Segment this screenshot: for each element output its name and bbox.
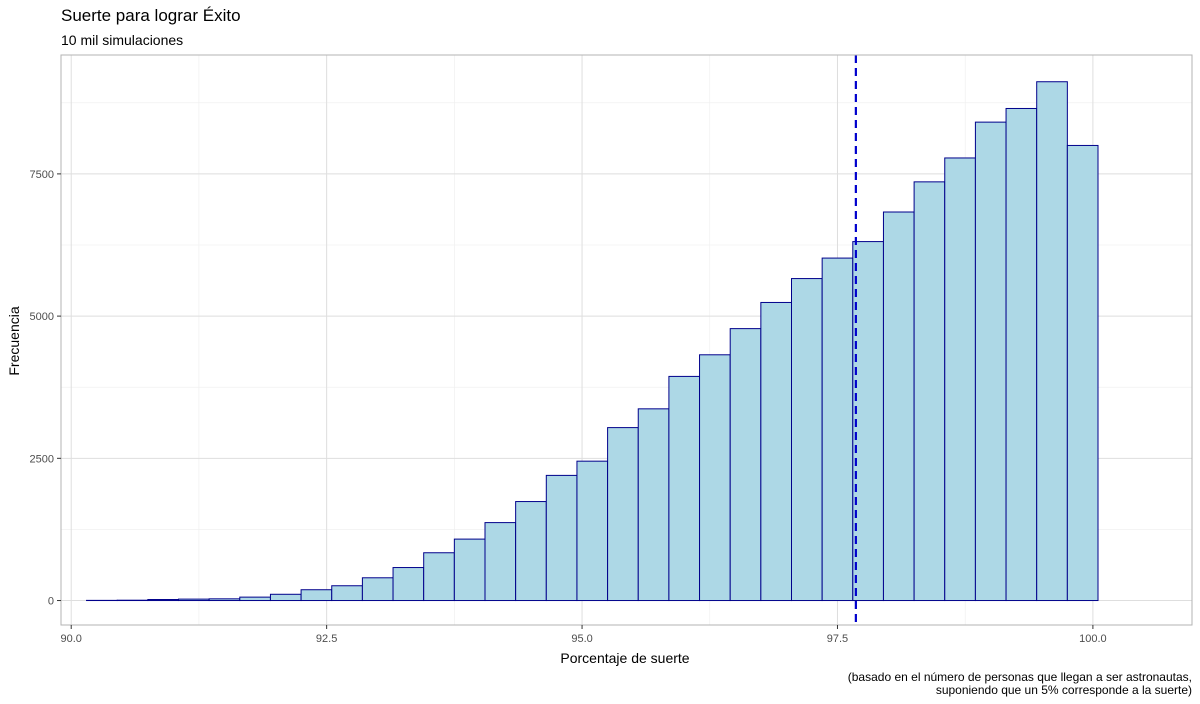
histogram-bar <box>791 278 823 602</box>
chart-caption: (basado en el número de personas que lle… <box>848 671 1192 697</box>
histogram-bar <box>729 328 762 602</box>
histogram-bar <box>852 241 884 602</box>
y-tick-label: 0 <box>48 596 54 608</box>
histogram-bar <box>1066 144 1099 602</box>
histogram-bar <box>699 354 731 602</box>
x-axis-ticks: 90.0 92.5 95.0 97.5 100.0 <box>61 625 1107 645</box>
histogram-bar <box>300 589 333 602</box>
histogram-bar <box>392 567 425 602</box>
histogram-bar <box>331 585 363 602</box>
histogram-bar <box>1005 107 1038 602</box>
caption-line-1: (basado en el número de personas que lle… <box>847 670 1192 684</box>
x-axis-title: Porcentaje de suerte <box>560 650 689 666</box>
histogram-bar <box>576 460 609 602</box>
histogram-bar <box>607 427 639 602</box>
histogram-bar <box>821 257 854 602</box>
x-tick-label: 97.5 <box>827 633 848 645</box>
y-axis-ticks: 0 2500 5000 7500 <box>30 169 61 608</box>
histogram-bar <box>423 552 455 602</box>
histogram-bar <box>882 211 915 602</box>
histogram-bar <box>239 596 271 602</box>
caption-line-2: suponiendo que un 5% corresponde a la su… <box>935 683 1192 697</box>
histogram-bar <box>361 577 394 602</box>
histogram-bar <box>545 474 578 602</box>
x-tick-label: 100.0 <box>1079 633 1107 645</box>
histogram-bar <box>760 301 793 602</box>
panel-border <box>60 54 1193 626</box>
histogram-bar <box>147 599 179 602</box>
y-tick-label: 7500 <box>30 169 54 181</box>
histogram-bars <box>86 81 1099 602</box>
histogram-bar <box>484 522 517 602</box>
histogram-bar <box>453 538 486 602</box>
histogram-bar <box>944 157 976 602</box>
y-tick-label: 5000 <box>30 311 54 323</box>
histogram-bar <box>1036 81 1068 602</box>
histogram-bar <box>515 501 547 602</box>
chart-subtitle: 10 mil simulaciones <box>61 32 184 48</box>
histogram-bar <box>177 598 210 602</box>
histogram-bar <box>637 408 670 602</box>
y-tick-label: 2500 <box>30 453 54 465</box>
y-axis-title: Frecuencia <box>6 306 22 375</box>
histogram-bar <box>208 598 241 602</box>
x-tick-label: 90.0 <box>61 633 82 645</box>
x-tick-label: 92.5 <box>316 633 337 645</box>
chart-title: Suerte para lograr Éxito <box>61 6 241 25</box>
x-tick-label: 95.0 <box>571 633 592 645</box>
histogram-bar <box>269 593 302 602</box>
histogram-bar <box>974 121 1007 602</box>
histogram-bar <box>668 375 701 602</box>
histogram-bar <box>913 181 946 602</box>
